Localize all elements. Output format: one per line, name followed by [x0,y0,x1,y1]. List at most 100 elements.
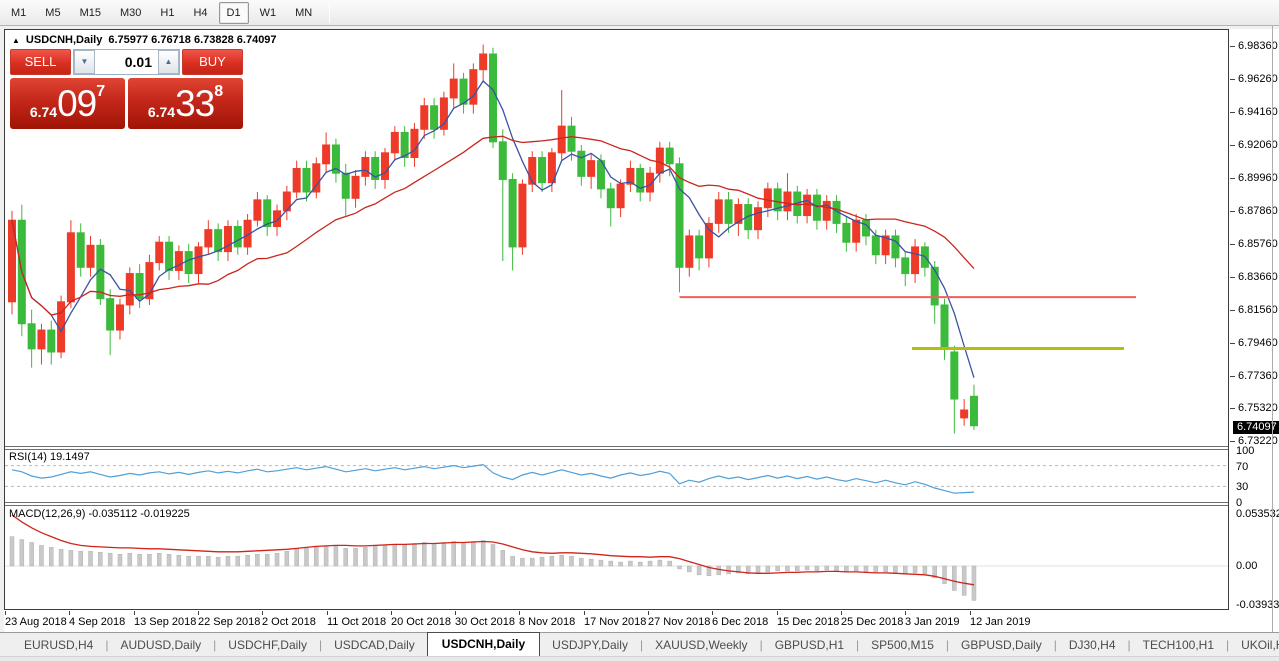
rsi-scale-label: 0 [1236,497,1243,509]
timeframe-button-h1[interactable]: H1 [160,6,175,19]
tab-divider: | [213,638,217,652]
timeframe-button-w1[interactable]: W1 [259,6,277,19]
tab-usdjpy-daily[interactable]: USDJPY,Daily [552,638,628,652]
timeframe-toolbar: M1 M5 M15 M30 H1 H4 D1 W1 MN [0,0,1279,26]
price-axis-tick [1230,112,1235,113]
ma-slow-line [11,135,975,316]
price-axis-tick [1230,408,1235,409]
macd-scale-label: 0.00 [1236,560,1258,572]
volume-stepper: ▼ ▲ [73,49,180,75]
price-axis-label: 6.96260 [1238,73,1278,85]
sell-price-pip: 7 [96,83,106,100]
tab-gbpusd-h1[interactable]: GBPUSD,H1 [774,638,845,652]
tab-usdchf-daily[interactable]: USDCHF,Daily [228,638,307,652]
price-chart-canvas[interactable] [5,30,1228,446]
date-axis-tick [584,611,585,615]
price-axis-tick [1230,376,1235,377]
tab-divider: | [639,638,644,652]
price-axis-label: 6.87860 [1238,205,1278,217]
tab-tech100-h1[interactable]: TECH100,H1 [1142,638,1215,652]
price-axis-tick [1230,310,1235,311]
sell-price-big: 09 [57,83,97,124]
tab-usdcad-daily[interactable]: USDCAD,Daily [334,638,415,652]
date-axis-label: 20 Oct 2018 [391,616,451,628]
price-axis-tick [1230,211,1235,212]
tab-audusd-daily[interactable]: AUDUSD,Daily [120,638,202,652]
tab-eurusd-h4[interactable]: EURUSD,H4 [24,638,94,652]
macd-header: MACD(12,26,9) -0.035112 -0.019225 [9,508,190,520]
date-axis-tick [327,611,328,615]
panel-splitter[interactable] [5,502,1228,506]
chart-title: ▲ USDCNH,Daily 6.75977 6.76718 6.73828 6… [12,34,277,46]
tab-dj30-h4[interactable]: DJ30,H4 [1068,638,1116,652]
price-axis-tick [1230,244,1235,245]
rsi-scale-label: 70 [1236,461,1249,473]
tab-divider: | [318,638,323,652]
tab-divider: | [759,638,763,652]
price-axis-label: 6.92060 [1238,139,1278,151]
price-axis-tick [1230,46,1235,47]
price-axis-label: 6.77360 [1238,370,1278,382]
tab-sp500-m15[interactable]: SP500,M15 [871,638,934,652]
date-axis-label: 17 Nov 2018 [584,616,647,628]
macd-indicator-canvas[interactable] [5,506,1228,609]
sell-price-display[interactable]: 6.74 09 7 [10,78,125,129]
date-axis-tick [648,611,649,615]
price-axis-tick [1230,343,1235,344]
tab-gbpusd-daily[interactable]: GBPUSD,Daily [961,638,1042,652]
status-strip [0,656,1279,661]
date-axis-tick [841,611,842,615]
tab-usdcnh-daily[interactable]: USDCNH,Daily [426,632,541,656]
date-axis-tick [777,611,778,615]
timeframe-button-m30[interactable]: M30 [119,6,142,19]
price-axis-tick [1230,178,1235,179]
timeframe-button-d1[interactable]: D1 [218,1,249,24]
date-axis-label: 22 Sep 2018 [198,616,261,628]
price-axis-tick [1230,79,1235,80]
date-axis-tick [455,611,456,615]
timeframe-button-m15[interactable]: M15 [79,6,101,19]
macd-signal-line [11,514,975,586]
macd-scale-label: -0.039333 [1236,599,1279,611]
one-click-trade-panel: SELL ▼ ▲ BUY 6.74 09 7 6.74 33 8 [10,49,243,129]
date-axis-label: 4 Sep 2018 [69,616,126,628]
timeframe-button-m1[interactable]: M1 [11,6,27,19]
price-axis-label: 6.85760 [1238,238,1278,250]
tab-xauusd-weekly[interactable]: XAUUSD,Weekly [655,638,748,652]
date-axis-tick [712,611,713,615]
volume-increase-icon[interactable]: ▲ [158,50,179,74]
sell-price-base: 6.74 [29,104,58,120]
date-axis[interactable]: 23 Aug 2018 4 Sep 2018 13 Sep 2018 22 Sep 2… [4,611,1272,632]
chart-ohlc-values: 6.75977 6.76718 6.73828 6.74097 [108,34,277,46]
tab-divider: | [1226,638,1230,652]
sell-button[interactable]: SELL [10,49,71,75]
rsi-indicator-canvas[interactable] [5,450,1228,502]
date-axis-label: 6 Dec 2018 [712,616,769,628]
chart-symbol-label: USDCNH,Daily [25,34,103,46]
date-axis-tick [905,611,906,615]
date-axis-tick [391,611,392,615]
date-axis-label: 11 Oct 2018 [327,616,387,628]
tab-divider: | [1127,638,1131,652]
price-axis[interactable]: 6.98360 6.96260 6.94160 6.92060 6.89960 6.878… [1230,29,1279,611]
price-axis-label: 6.81560 [1238,304,1278,316]
date-axis-tick [970,611,971,615]
volume-decrease-icon[interactable]: ▼ [74,50,95,74]
current-price-label: 6.74097 [1233,421,1279,434]
buy-button[interactable]: BUY [182,49,243,75]
volume-input[interactable] [95,50,158,74]
buy-price-pip: 8 [214,83,224,100]
timeframe-button-h4[interactable]: H4 [193,6,208,19]
buy-price-base: 6.74 [147,104,176,120]
buy-price-display[interactable]: 6.74 33 8 [128,78,243,129]
rsi-header: RSI(14) 19.1497 [9,451,90,463]
rsi-scale-label: 30 [1236,481,1249,493]
date-axis-label: 12 Jan 2019 [970,616,1031,628]
timeframe-button-m5[interactable]: M5 [45,6,61,19]
tab-divider: | [945,638,950,652]
tab-ukoil-h1[interactable]: UKOil,H1 [1241,638,1279,652]
timeframe-button-mn[interactable]: MN [295,6,313,19]
panel-splitter[interactable] [5,446,1228,450]
tab-divider: | [105,638,109,652]
chart-collapse-icon[interactable]: ▲ [12,35,20,45]
